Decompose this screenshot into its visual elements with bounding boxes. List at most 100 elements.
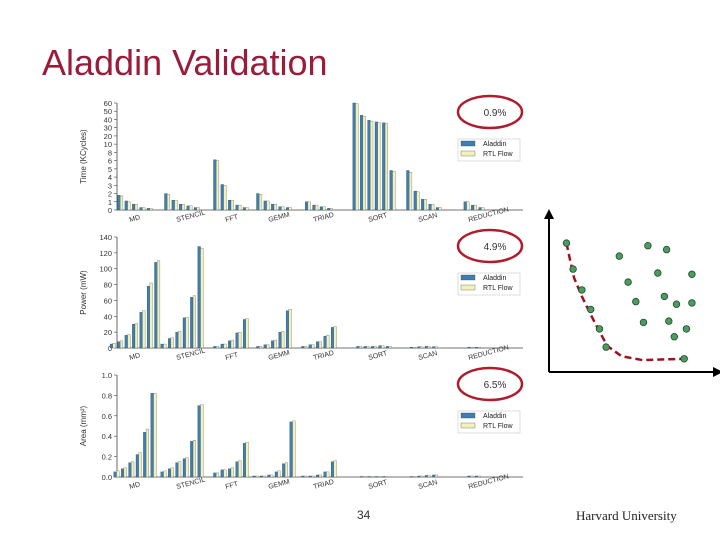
bar-aladdin: [263, 200, 267, 211]
bar-rtl-flow: [262, 475, 266, 478]
bar-rtl-flow: [112, 343, 116, 349]
x-tick-label: SORT: [368, 212, 389, 224]
y-axis-label: Area (mm²): [79, 405, 88, 446]
bar-aladdin: [160, 343, 164, 349]
bar-aladdin: [424, 346, 428, 349]
pareto-point: [682, 325, 691, 333]
bar-rtl-flow: [255, 475, 259, 478]
bar-rtl-flow: [333, 460, 337, 478]
bar-rtl-flow: [473, 204, 477, 211]
y-tick-label: 60: [104, 99, 112, 108]
bar-aladdin: [478, 207, 482, 211]
bar-rtl-flow: [192, 440, 196, 478]
bar-aladdin: [406, 170, 410, 211]
y-tick-label: 5: [108, 165, 112, 174]
y-tick-label: 3: [108, 181, 112, 190]
page-number: 34: [357, 508, 371, 522]
bar-rtl-flow: [420, 475, 424, 478]
pareto-point: [680, 355, 688, 363]
x-tick-label: MD: [129, 214, 141, 224]
bar-rtl-flow: [174, 199, 178, 211]
bar-rtl-flow: [326, 335, 330, 349]
bar-aladdin: [175, 331, 179, 349]
bar-rtl-flow: [120, 195, 124, 211]
bar-aladdin: [121, 468, 125, 478]
bar-aladdin: [330, 327, 334, 349]
bar-aladdin: [124, 335, 128, 349]
bar-aladdin: [278, 331, 282, 349]
y-tick-label: 0: [108, 344, 112, 353]
bar-rtl-flow: [329, 208, 333, 211]
bar-aladdin: [428, 204, 432, 211]
bar-rtl-flow: [145, 428, 149, 478]
x-tick-label: STENCIL: [176, 347, 206, 361]
y-axis-label: Time (KCycles): [79, 129, 88, 184]
legend-swatch-aladdin: [460, 274, 476, 281]
bar-rtl-flow: [318, 341, 322, 349]
bar-rtl-flow: [315, 204, 319, 211]
bar-panel-2: 0.0 0.2 0.4 0.6 0.8 1.0 Area (mm²) MD STENCIL FFT…: [79, 366, 524, 491]
bar-rtl-flow: [377, 476, 381, 478]
bar-rtl-flow: [142, 310, 146, 349]
bar-rtl-flow: [238, 460, 242, 478]
y-tick-label: 1.0: [102, 371, 112, 380]
bar-rtl-flow: [134, 204, 138, 211]
bar-aladdin: [432, 346, 436, 349]
bar-aladdin: [421, 199, 425, 211]
bar-rtl-flow: [167, 194, 171, 211]
bar-aladdin: [305, 201, 309, 211]
y-tick-label: 60: [104, 296, 112, 305]
bar-rtl-flow: [153, 393, 157, 478]
legend-swatch-rtl-flow: [460, 284, 476, 291]
bar-aladdin: [228, 340, 232, 349]
bar-aladdin: [467, 347, 471, 349]
bar-rtl-flow: [245, 318, 249, 349]
x-tick-label: TRIAD: [313, 350, 335, 362]
bar-aladdin: [289, 421, 293, 478]
bar-rtl-flow: [384, 123, 388, 211]
bar-aladdin: [154, 262, 158, 349]
bar-aladdin: [417, 346, 421, 349]
bar-aladdin: [260, 475, 264, 478]
bar-aladdin: [235, 332, 239, 349]
bar-rtl-flow: [181, 204, 185, 211]
x-tick-label: MD: [129, 481, 141, 491]
bar-rtl-flow: [157, 260, 161, 349]
bar-rtl-flow: [412, 476, 416, 478]
bar-rtl-flow: [223, 185, 227, 211]
x-tick-label: MD: [129, 352, 141, 362]
bar-rtl-flow: [245, 207, 249, 211]
bar-rtl-flow: [355, 103, 359, 211]
bar-aladdin: [190, 441, 194, 478]
bar-rtl-flow: [412, 347, 416, 349]
bar-rtl-flow: [277, 470, 281, 478]
x-tick-label: REDUCTION: [468, 344, 510, 362]
bar-aladdin: [474, 475, 478, 478]
bar-aladdin: [190, 297, 194, 349]
bar-rtl-flow: [120, 340, 124, 349]
y-tick-label: 50: [104, 107, 112, 116]
bar-aladdin: [168, 468, 172, 478]
bar-rtl-flow: [170, 467, 174, 478]
pareto-point: [595, 325, 604, 333]
bar-rtl-flow: [123, 467, 127, 478]
pareto-plot: [544, 209, 720, 377]
bar-aladdin: [267, 474, 271, 478]
bar-aladdin: [467, 475, 471, 478]
legend-label-rtl-flow: RTL Flow: [483, 151, 514, 158]
bar-rtl-flow: [281, 331, 285, 349]
bar-aladdin: [474, 347, 478, 349]
pareto-point: [662, 245, 671, 254]
pareto-point: [660, 292, 669, 301]
bar-aladdin: [360, 115, 364, 211]
bar-aladdin: [271, 204, 275, 211]
y-tick-label: 20: [104, 132, 112, 141]
y-tick-label: 0.8: [102, 391, 112, 400]
bar-rtl-flow: [373, 346, 377, 349]
bar-aladdin: [367, 120, 371, 211]
bar-rtl-flow: [163, 343, 167, 349]
bar-rtl-flow: [477, 475, 481, 478]
y-tick-label: 100: [99, 265, 112, 274]
bar-aladdin: [389, 170, 393, 211]
